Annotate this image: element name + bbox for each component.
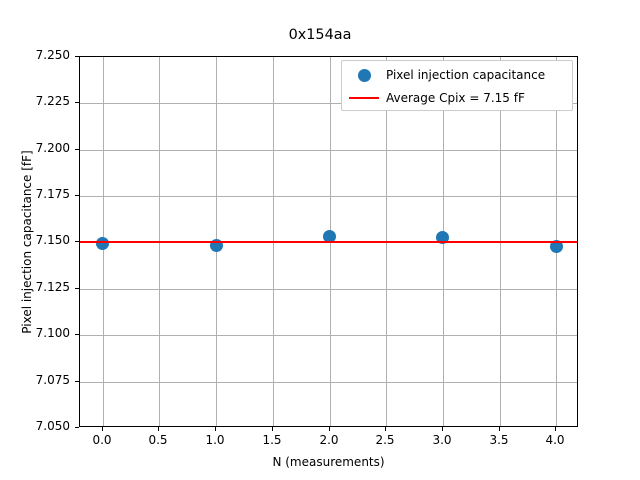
- average-line: [80, 240, 577, 243]
- y-tick: [75, 195, 79, 196]
- x-tick-label: 4.0: [545, 433, 565, 447]
- y-tick-label: 7.100: [35, 326, 70, 340]
- x-tick-label: 2.5: [375, 433, 395, 447]
- x-tick: [272, 427, 273, 431]
- legend: Pixel injection capacitance Average Cpix…: [341, 60, 573, 111]
- y-tick-label: 7.175: [35, 187, 70, 201]
- legend-marker-icon: [342, 63, 386, 87]
- gridline-horizontal: [80, 289, 577, 290]
- y-tick-label: 7.150: [35, 233, 70, 247]
- x-tick: [329, 427, 330, 431]
- x-tick: [499, 427, 500, 431]
- plot-area: [79, 56, 578, 427]
- y-tick-label: 7.075: [35, 373, 70, 387]
- x-tick: [385, 427, 386, 431]
- red-line-icon: [349, 97, 379, 99]
- x-tick-label: 1.5: [262, 433, 282, 447]
- x-tick: [215, 427, 216, 431]
- x-tick: [158, 427, 159, 431]
- y-axis-label: Pixel injection capacitance [fF]: [20, 150, 34, 334]
- y-tick: [75, 56, 79, 57]
- x-tick-label: 0.0: [92, 433, 112, 447]
- y-tick: [75, 241, 79, 242]
- x-tick-label: 0.5: [148, 433, 168, 447]
- y-tick: [75, 427, 79, 428]
- data-point: [549, 239, 563, 253]
- y-tick-label: 7.125: [35, 280, 70, 294]
- gridline-horizontal: [80, 196, 577, 197]
- x-tick: [555, 427, 556, 431]
- data-point: [96, 236, 110, 250]
- x-tick: [442, 427, 443, 431]
- legend-item-scatter: Pixel injection capacitance: [342, 63, 572, 87]
- y-tick-label: 7.050: [35, 419, 70, 433]
- legend-line-icon: [342, 86, 386, 110]
- x-tick-label: 1.0: [205, 433, 225, 447]
- chart-title: 0x154aa: [288, 27, 352, 43]
- y-tick: [75, 149, 79, 150]
- x-tick-label: 2.0: [319, 433, 339, 447]
- x-axis-label: N (measurements): [272, 455, 385, 469]
- legend-item-average: Average Cpix = 7.15 fF: [342, 86, 572, 110]
- gridline-horizontal: [80, 103, 577, 104]
- y-tick: [75, 381, 79, 382]
- x-tick-label: 3.5: [489, 433, 509, 447]
- y-tick: [75, 288, 79, 289]
- y-tick: [75, 102, 79, 103]
- data-point: [323, 229, 336, 243]
- gridline-horizontal: [80, 150, 577, 151]
- legend-label-scatter: Pixel injection capacitance: [386, 68, 546, 82]
- blue-dot-icon: [357, 68, 371, 82]
- y-tick-label: 7.250: [35, 48, 70, 62]
- y-tick-label: 7.225: [35, 94, 70, 108]
- y-tick: [75, 334, 79, 335]
- legend-label-average: Average Cpix = 7.15 fF: [386, 91, 525, 105]
- x-tick-label: 3.0: [432, 433, 452, 447]
- y-tick-label: 7.200: [35, 141, 70, 155]
- x-tick: [102, 427, 103, 431]
- gridline-horizontal: [80, 382, 577, 383]
- gridline-horizontal: [80, 335, 577, 336]
